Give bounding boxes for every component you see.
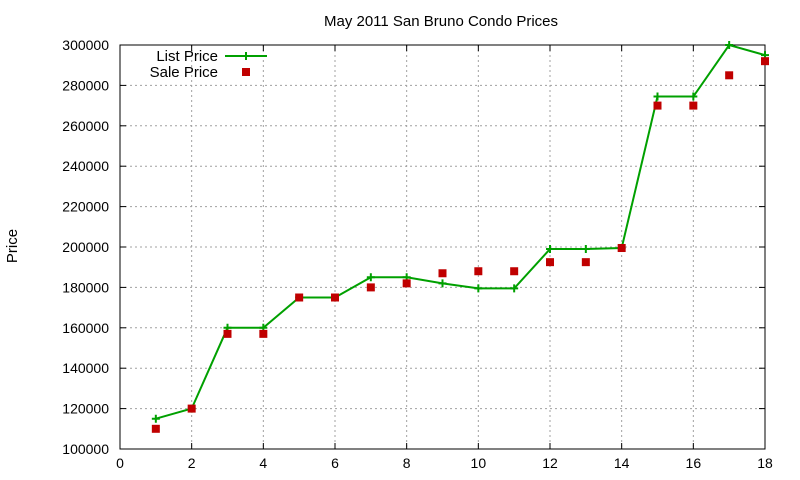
chart-title: May 2011 San Bruno Condo Prices: [324, 13, 558, 30]
sale-price-point: [474, 267, 483, 276]
sale-price-point: [331, 293, 339, 302]
list-price-line: [155, 43, 766, 420]
sale-price-point: [438, 269, 447, 278]
y-tick-label: 260000: [62, 118, 109, 134]
y-tick-label: 160000: [62, 320, 109, 336]
y-tick-label: 180000: [62, 279, 109, 295]
sale-price-point: [761, 57, 769, 66]
y-tick-label: 220000: [62, 199, 109, 215]
x-tick-label: 8: [403, 455, 411, 471]
grid-lines: [120, 45, 765, 449]
sale-price-point: [295, 293, 304, 302]
x-tick-label: 12: [542, 455, 558, 471]
sale-price-point: [187, 404, 196, 413]
tick-labels: 0 2 4 6 8 10 12 14 16 18 100000 120000 140000 160000 1…: [62, 37, 773, 471]
x-tick-label: 0: [116, 455, 124, 471]
list-price-point: [366, 273, 375, 282]
sale-price-point: [546, 258, 554, 267]
list-price-point: [151, 414, 160, 423]
plot-frame: [119, 44, 766, 450]
list-price-point: [474, 284, 483, 293]
x-tick-label: 4: [259, 455, 267, 471]
legend-label-sale-price: Sale Price: [150, 64, 218, 81]
list-price-point: [581, 245, 590, 254]
legend-marker-sale-price: [242, 68, 250, 76]
sale-price-point: [223, 329, 232, 338]
list-price-point: [546, 245, 554, 254]
y-tick-label: 280000: [62, 77, 109, 93]
legend-marker-list-price: [242, 52, 250, 60]
list-price-point: [438, 279, 447, 288]
list-price-point: [510, 284, 519, 293]
list-price-point: [725, 41, 734, 49]
x-tick-label: 10: [471, 455, 487, 471]
sale-price-point: [259, 329, 268, 338]
series-layer: [151, 41, 769, 433]
sale-price-point: [617, 244, 626, 253]
y-tick-label: 100000: [62, 441, 109, 457]
sale-price-point: [689, 101, 698, 110]
x-tick-label: 2: [188, 455, 196, 471]
sale-price-point: [725, 71, 734, 80]
y-tick-label: 120000: [62, 401, 109, 417]
sale-price-point: [653, 101, 662, 110]
x-tick-label: 16: [686, 455, 702, 471]
list-price-point: [653, 92, 662, 101]
sale-price-point: [151, 424, 160, 433]
x-tick-label: 6: [331, 455, 339, 471]
x-tick-label: 18: [757, 455, 773, 471]
sale-price-point: [581, 258, 590, 267]
y-tick-label: 200000: [62, 239, 109, 255]
sale-price-point: [366, 283, 375, 292]
y-axis-title: Price: [4, 229, 21, 263]
sale-price-point: [510, 267, 519, 276]
y-tick-label: 140000: [62, 360, 109, 376]
list-price-point: [689, 92, 698, 101]
y-tick-label: 300000: [62, 37, 109, 53]
legend-label-list-price: List Price: [156, 48, 218, 65]
sale-price-point: [402, 279, 411, 288]
x-tick-label: 14: [614, 455, 630, 471]
y-tick-label: 240000: [62, 158, 109, 174]
